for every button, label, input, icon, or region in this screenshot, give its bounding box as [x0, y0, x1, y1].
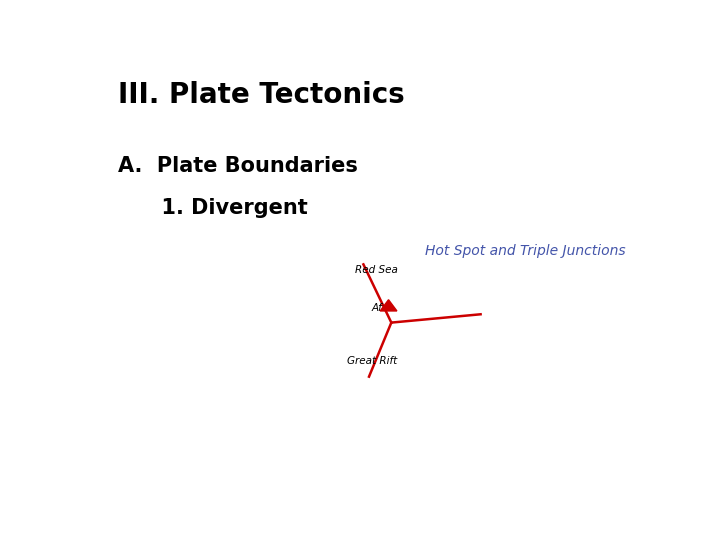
Text: Red Sea: Red Sea: [355, 265, 398, 275]
Text: 1. Divergent: 1. Divergent: [118, 198, 307, 218]
Polygon shape: [380, 300, 397, 311]
Text: III. Plate Tectonics: III. Plate Tectonics: [118, 82, 405, 110]
Text: A.  Plate Boundaries: A. Plate Boundaries: [118, 156, 358, 176]
Text: Great Rift: Great Rift: [347, 356, 397, 366]
Text: Afar: Afar: [372, 303, 393, 313]
Text: Hot Spot and Triple Junctions: Hot Spot and Triple Junctions: [425, 244, 626, 258]
